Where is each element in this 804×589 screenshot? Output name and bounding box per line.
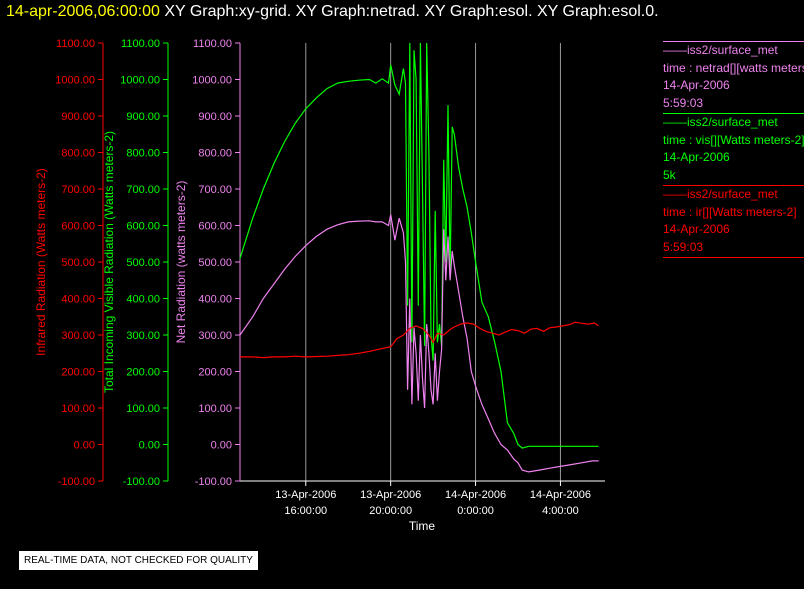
y-tick-label-net: 1000.00: [192, 75, 232, 87]
legend-field: time : vis[][Watts meters-2]: [663, 132, 804, 147]
legend-date: 14-Apr-2006: [663, 222, 730, 236]
y-tick-label-net: 200.00: [198, 367, 232, 379]
y-tick-label-ir: 600.00: [61, 221, 95, 233]
legend-separator: [663, 185, 804, 186]
x-tick-label: 16:00:00: [284, 505, 327, 517]
legend-source: ——iss2/surface_met: [663, 43, 778, 57]
y-tick-label-vis: 600.00: [126, 221, 160, 233]
title-date: 14-apr-2006,06:00:00: [6, 3, 160, 20]
legend-field: time : netrad[][watts meters-2]: [663, 60, 804, 75]
legend-entry-vis: ——iss2/surface_met time : vis[][Watts me…: [663, 113, 804, 184]
legend-separator: [663, 113, 804, 114]
chart-title-bar: 14-apr-2006,06:00:00 XY Graph:xy-grid. X…: [6, 3, 659, 21]
y-axis-label-net: Net Radiation (watts meters-2): [174, 181, 188, 344]
y-tick-label-net: -100.00: [195, 476, 232, 488]
y-tick-label-ir: -100.00: [58, 476, 95, 488]
y-tick-label-ir: 1100.00: [56, 38, 95, 50]
y-tick-label-ir: 500.00: [61, 257, 95, 269]
y-tick-label-vis: 200.00: [126, 367, 160, 379]
y-tick-label-net: 600.00: [198, 221, 232, 233]
legend-entry-netrad: ——iss2/surface_met time : netrad[][watts…: [663, 41, 804, 112]
y-axis-label-vis: Total Incoming Visible Radiation (Watts …: [102, 131, 116, 393]
y-tick-label-vis: 900.00: [126, 111, 160, 123]
y-tick-label-ir: 1000.00: [55, 75, 95, 87]
y-tick-label-vis: 400.00: [126, 294, 160, 306]
plot-area: [239, 42, 599, 473]
y-tick-label-vis: 800.00: [126, 148, 160, 160]
legend-date: 14-Apr-2006: [663, 78, 730, 92]
y-tick-label-vis: 500.00: [126, 257, 160, 269]
y-axis-label-ir: Infrared Radiation (Watts meters-2): [34, 168, 48, 356]
legend-time: 5:59:03: [663, 95, 704, 110]
x-tick-label: 4:00:00: [542, 505, 579, 517]
y-tick-label-net: 500.00: [198, 257, 232, 269]
y-tick-label-ir: 900.00: [61, 111, 95, 123]
y-tick-label-ir: 100.00: [61, 403, 95, 415]
title-graph-list: XY Graph:xy-grid. XY Graph:netrad. XY Gr…: [164, 3, 659, 20]
y-tick-label-ir: 200.00: [61, 367, 95, 379]
y-tick-label-vis: 0.00: [139, 440, 160, 452]
y-tick-label-net: 900.00: [198, 111, 232, 123]
series-line-net: [239, 214, 599, 473]
legend-entry-ir: ——iss2/surface_met time : ir[][Watts met…: [663, 185, 804, 258]
x-tick-label: 14-Apr-2006: [445, 489, 506, 501]
x-tick-label: 20:00:00: [369, 505, 412, 517]
y-tick-label-ir: 400.00: [61, 294, 95, 306]
y-tick-label-ir: 300.00: [61, 330, 95, 342]
legend-time: 5k: [663, 167, 676, 182]
legend-field: time : ir[][Watts meters-2]: [663, 204, 797, 219]
y-tick-label-net: 700.00: [198, 184, 232, 196]
y-tick-label-vis: 1000.00: [120, 75, 160, 87]
y-tick-label-net: 400.00: [198, 294, 232, 306]
y-tick-label-ir: 0.00: [74, 440, 95, 452]
y-tick-label-vis: 100.00: [126, 403, 160, 415]
x-tick-label: 0:00:00: [457, 505, 494, 517]
series-line-vis: [239, 42, 599, 449]
y-tick-label-ir: 700.00: [61, 184, 95, 196]
y-tick-label-net: 1100.00: [193, 38, 232, 50]
series-line-ir: [240, 321, 599, 359]
y-tick-label-net: 800.00: [198, 148, 232, 160]
y-tick-label-vis: 1100.00: [121, 38, 160, 50]
y-tick-label-vis: -100.00: [123, 476, 160, 488]
quality-disclaimer: REAL-TIME DATA, NOT CHECKED FOR QUALITY: [19, 551, 258, 570]
y-tick-label-ir: 800.00: [61, 148, 95, 160]
x-axis-label: Time: [409, 519, 436, 533]
legend-date: 14-Apr-2006: [663, 150, 730, 164]
y-tick-label-net: 100.00: [198, 403, 232, 415]
x-tick-label: 13-Apr-2006: [275, 489, 336, 501]
legend-separator: [663, 41, 804, 42]
y-tick-label-vis: 700.00: [126, 184, 160, 196]
legend-source: ——iss2/surface_met: [663, 115, 778, 129]
y-tick-label-net: 0.00: [211, 440, 232, 452]
y-tick-label-vis: 300.00: [126, 330, 160, 342]
y-tick-label-net: 300.00: [198, 330, 232, 342]
legend-time: 5:59:03: [663, 239, 704, 254]
legend-source: ——iss2/surface_met: [663, 187, 778, 201]
x-tick-label: 13-Apr-2006: [360, 489, 421, 501]
x-tick-label: 14-Apr-2006: [530, 489, 591, 501]
legend-separator: [663, 257, 804, 258]
